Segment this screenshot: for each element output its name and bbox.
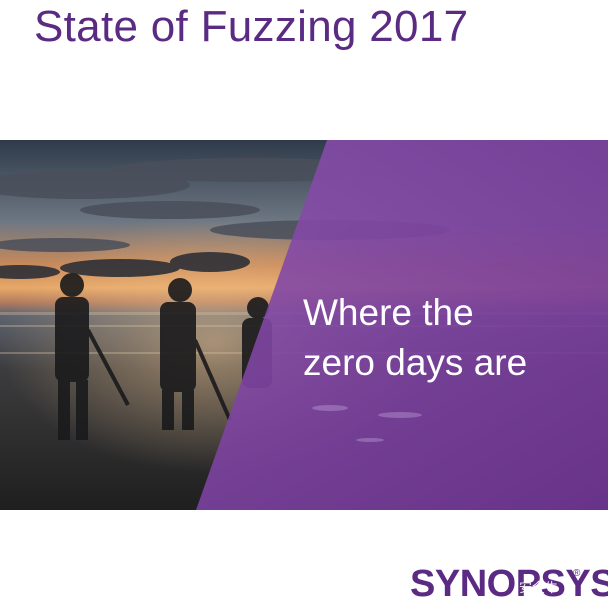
hero-tagline: Where the zero days are [303,288,527,388]
tagline-line-1: Where the [303,292,474,333]
tagline-line-2: zero days are [303,342,528,383]
beach-photo [0,140,608,510]
registered-mark: ® [573,568,581,579]
purple-overlay [196,140,608,510]
page-title: State of Fuzzing 2017 [34,2,469,51]
synopsys-logo: SYNOPSYS [410,563,608,605]
hero-banner: Where the zero days are [0,140,608,510]
watermark-text: 安全牛 [519,581,559,596]
